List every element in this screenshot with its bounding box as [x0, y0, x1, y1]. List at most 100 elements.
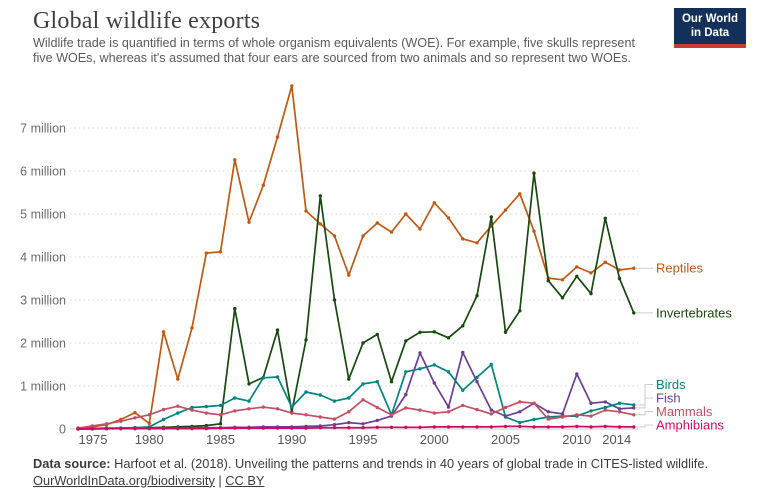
- data-point: [418, 425, 422, 429]
- data-point: [318, 393, 322, 397]
- y-tick-label: 6 million: [20, 165, 66, 179]
- data-point: [518, 400, 522, 404]
- data-point: [603, 260, 607, 264]
- data-point: [632, 413, 636, 417]
- data-point: [247, 407, 251, 411]
- data-point: [404, 406, 408, 410]
- data-point: [290, 405, 294, 409]
- legend-label-fish[interactable]: Fish: [656, 391, 681, 406]
- data-point: [304, 413, 308, 417]
- data-point: [560, 278, 565, 282]
- data-point: [575, 265, 579, 269]
- data-point: [475, 407, 479, 412]
- data-point: [361, 426, 365, 430]
- data-point: [404, 425, 408, 429]
- data-point: [503, 405, 508, 410]
- data-point: [560, 412, 565, 416]
- data-point: [247, 382, 251, 386]
- data-point: [147, 413, 151, 417]
- data-point: [617, 407, 622, 411]
- owid-logo-line2: in Data: [690, 27, 730, 40]
- data-point: [503, 424, 508, 429]
- data-point: [518, 192, 522, 196]
- data-point: [104, 422, 109, 426]
- data-point: [133, 426, 137, 431]
- data-point: [446, 405, 451, 409]
- data-point: [233, 158, 237, 162]
- legend-label-amphibians[interactable]: Amphibians: [656, 418, 724, 433]
- data-point: [204, 251, 208, 255]
- line-mammals[interactable]: [77, 398, 635, 429]
- data-point: [617, 276, 622, 281]
- data-point: [418, 227, 422, 231]
- data-point: [546, 410, 550, 414]
- data-point: [76, 427, 80, 431]
- legend-label-birds[interactable]: Birds: [656, 377, 686, 392]
- data-point: [275, 407, 280, 411]
- data-point: [161, 407, 166, 412]
- data-source-text: Harfoot et al. (2018). Unveiling the pat…: [110, 456, 709, 471]
- legend-connector-mammals: [636, 411, 653, 416]
- data-point: [532, 171, 536, 175]
- line-chart[interactable]: 0 1 million 2 million 3 million 4 million 5 m…: [0, 68, 768, 453]
- data-point: [446, 370, 451, 374]
- data-point: [632, 406, 636, 410]
- data-point: [432, 330, 436, 334]
- data-point: [375, 425, 379, 429]
- cc-by-link[interactable]: CC BY: [225, 472, 265, 488]
- line-invertebrates[interactable]: [77, 172, 635, 430]
- data-point: [603, 424, 607, 429]
- data-point: [575, 424, 579, 429]
- y-axis-labels: 0 1 million 2 million 3 million 4 million 5 m…: [20, 122, 66, 437]
- data-point: [389, 230, 394, 234]
- data-point: [404, 370, 408, 374]
- data-point: [261, 426, 265, 430]
- data-point: [575, 413, 579, 417]
- line-amphibians[interactable]: [77, 425, 635, 430]
- data-point: [190, 426, 194, 431]
- y-tick-label: 4 million: [20, 251, 66, 265]
- data-point: [418, 351, 422, 355]
- data-point: [532, 417, 536, 422]
- y-tick-label: 0: [59, 423, 66, 437]
- data-point: [347, 377, 351, 381]
- x-tick-label: 2010: [562, 432, 591, 447]
- data-point: [575, 372, 579, 376]
- line-birds[interactable]: [77, 363, 635, 430]
- data-point: [461, 324, 465, 328]
- owid-logo[interactable]: Our World in Data: [674, 8, 746, 48]
- owid-biodiversity-link[interactable]: OurWorldInData.org/biodiversity: [33, 472, 215, 488]
- data-point: [332, 423, 337, 427]
- data-point: [489, 362, 493, 367]
- y-tick-label: 7 million: [20, 122, 66, 136]
- data-point: [589, 425, 593, 429]
- y-tick-label: 3 million: [20, 294, 66, 308]
- data-point: [617, 268, 622, 272]
- data-point: [432, 411, 436, 415]
- data-point: [617, 410, 622, 414]
- data-point: [275, 135, 280, 139]
- data-point: [632, 425, 636, 429]
- data-point: [204, 404, 208, 409]
- footer-links: OurWorldInData.org/biodiversity | CC BY: [33, 473, 708, 490]
- line-reptiles[interactable]: [77, 85, 635, 429]
- x-axis-labels: 1975 1980 1985 1990 1995 2000 2005 2010 2014: [79, 432, 632, 447]
- data-point: [361, 382, 365, 386]
- data-point: [304, 390, 308, 394]
- data-point: [560, 425, 565, 429]
- data-point: [489, 215, 493, 219]
- data-point: [404, 212, 408, 216]
- data-point: [90, 427, 95, 431]
- data-point: [218, 413, 223, 417]
- data-point: [133, 416, 137, 420]
- legend-label-reptiles[interactable]: Reptiles: [656, 261, 703, 276]
- legend-label-mammals[interactable]: Mammals: [656, 404, 713, 419]
- data-point: [190, 408, 194, 412]
- data-point: [589, 271, 593, 275]
- legend-label-invertebrates[interactable]: Invertebrates: [656, 305, 732, 320]
- data-point: [632, 311, 636, 315]
- data-point: [603, 216, 607, 220]
- data-point: [233, 396, 237, 400]
- data-point: [176, 411, 180, 415]
- link-separator: |: [214, 472, 226, 488]
